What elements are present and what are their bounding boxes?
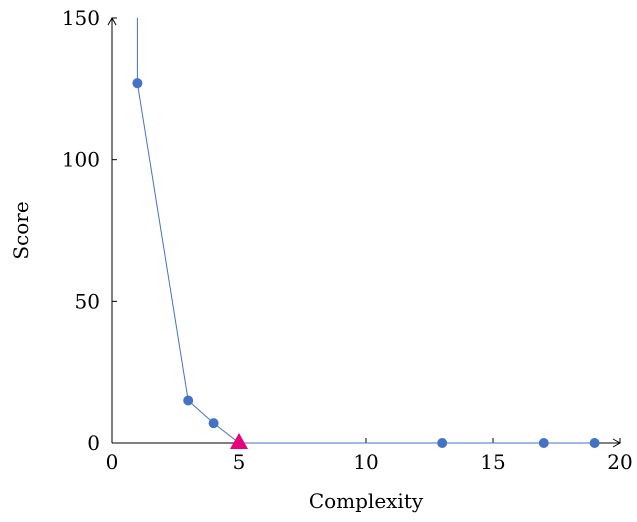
x-tick-label: 10 (353, 450, 378, 474)
x-tick-label: 15 (480, 450, 505, 474)
y-tick-label: 0 (87, 431, 100, 455)
data-point (183, 395, 194, 406)
y-tick-label: 50 (75, 289, 100, 313)
data-point (538, 438, 549, 448)
data-point (132, 78, 143, 89)
series-line (136, 18, 595, 444)
data-point (437, 438, 448, 448)
x-axis-label: Complexity (309, 489, 424, 513)
data-point (208, 418, 219, 429)
y-tick-label: 150 (62, 6, 100, 30)
x-tick-label: 5 (233, 450, 246, 474)
data-point (589, 438, 600, 448)
y-axis-label: Score (9, 201, 33, 259)
y-tick-label: 100 (62, 148, 100, 172)
x-tick-label: 0 (106, 450, 119, 474)
x-tick-label: 20 (607, 450, 632, 474)
highlight-point (230, 433, 248, 449)
